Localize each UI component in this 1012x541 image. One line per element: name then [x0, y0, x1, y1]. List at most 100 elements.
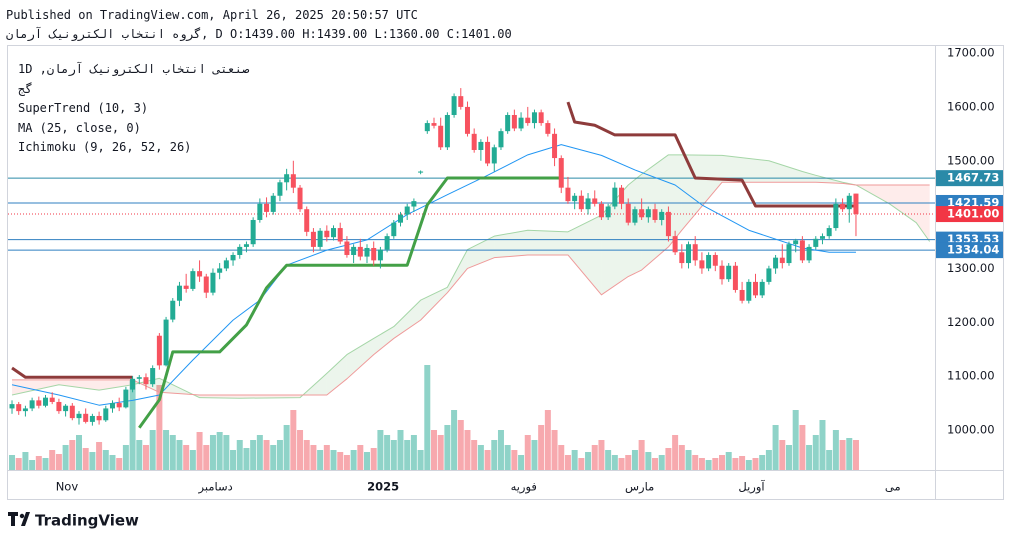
candle-body — [592, 198, 598, 204]
cloud-segment — [420, 287, 448, 321]
volume-bar — [618, 458, 625, 470]
candle-body — [833, 203, 839, 229]
candle-body — [297, 187, 303, 210]
candle-body — [471, 133, 477, 150]
candle-body — [531, 112, 537, 124]
candle-body — [63, 405, 69, 412]
volume-bar — [578, 458, 585, 470]
candle-body — [391, 222, 397, 237]
volume-bar — [457, 420, 464, 470]
volume-bar — [424, 365, 431, 470]
candle-body — [156, 335, 162, 366]
candle-body — [766, 268, 772, 282]
candle-body — [404, 206, 410, 215]
cloud-segment — [99, 379, 133, 391]
candle-body — [639, 209, 645, 218]
volume-bar — [75, 435, 82, 470]
volume-bar — [42, 458, 49, 470]
volume-bar — [69, 440, 76, 470]
volume-bar — [451, 410, 458, 470]
candle-body — [257, 203, 263, 220]
candle-body — [451, 96, 457, 115]
volume-bar — [169, 435, 176, 470]
volume-bar — [337, 452, 344, 470]
volume-bar — [370, 448, 377, 470]
level-label-box — [936, 170, 1003, 187]
candle-body — [143, 377, 149, 385]
candle-body — [813, 238, 819, 247]
candle-body — [786, 244, 792, 264]
volume-bar — [591, 445, 598, 470]
cloud-segment — [373, 326, 394, 355]
candle-body — [498, 131, 504, 148]
volume-bar — [765, 450, 772, 470]
volume-bar — [839, 440, 846, 470]
candle-body — [799, 240, 805, 261]
volume-bar — [256, 435, 263, 470]
level-label: 1334.04 — [947, 243, 999, 257]
candle-body — [16, 404, 22, 412]
candle-body — [103, 408, 109, 421]
candle-body — [377, 249, 383, 261]
candle-body — [672, 236, 678, 253]
volume-bar — [826, 450, 833, 470]
x-tick-label: مارس — [625, 480, 654, 495]
volume-bar — [732, 458, 739, 470]
volume-bar — [518, 455, 525, 470]
volume-bar — [189, 450, 196, 470]
candle-body — [538, 112, 544, 124]
legend-ichimoku: Ichimoku (9, 26, 52, 26) — [18, 140, 192, 154]
ichimoku-span-a — [11, 154, 931, 399]
volume-bar — [357, 445, 364, 470]
candle-body — [612, 187, 618, 207]
symbol: نامرآ کینورتکلا باختنا هورگ, D — [6, 27, 223, 41]
candle-body — [76, 413, 82, 419]
candle-body — [290, 174, 296, 188]
ichimoku-span-b — [12, 181, 930, 396]
volume-bar — [163, 430, 170, 470]
candle-body — [485, 141, 491, 164]
candle-body — [779, 257, 785, 264]
candle-body — [284, 174, 290, 183]
volume-bar — [625, 455, 632, 470]
cloud-segment — [527, 230, 568, 255]
candle-body — [324, 230, 330, 238]
candle-body — [826, 228, 832, 237]
volume-bar — [799, 425, 806, 470]
candle-body — [793, 240, 799, 245]
candle-body — [317, 230, 323, 247]
volume-bar — [297, 430, 304, 470]
candle-body — [578, 195, 584, 210]
volume-bar — [544, 410, 551, 470]
volume-bar — [129, 380, 136, 470]
volume-bar — [122, 445, 129, 470]
volume-bar — [323, 445, 330, 470]
candle-body — [712, 254, 718, 266]
volume-bar — [49, 450, 56, 470]
candle-body — [726, 265, 732, 280]
volume-bar — [725, 452, 732, 470]
candle-body — [464, 106, 470, 134]
volume-bar — [638, 440, 645, 470]
candle-body — [230, 254, 236, 261]
volume-bar — [524, 435, 531, 470]
volume-bar — [792, 410, 799, 470]
volume-bar — [504, 445, 511, 470]
volume-bar — [243, 448, 250, 470]
x-tick-label: می — [885, 480, 901, 494]
volume-bar — [136, 440, 143, 470]
volume-bar — [377, 430, 384, 470]
candle-body — [438, 125, 444, 148]
candle-body — [43, 397, 49, 406]
candle-body — [89, 415, 95, 422]
volume-bar — [236, 440, 243, 470]
candle-body — [840, 203, 846, 210]
candle-body — [344, 241, 350, 255]
y-tick-label: 1500.00 — [947, 153, 995, 167]
cloud-segment — [58, 379, 100, 391]
volume-bar — [464, 430, 471, 470]
logo: TradingView — [35, 512, 139, 530]
candle-body — [699, 260, 705, 269]
candle-body — [491, 147, 497, 164]
volume-bar — [35, 456, 42, 470]
